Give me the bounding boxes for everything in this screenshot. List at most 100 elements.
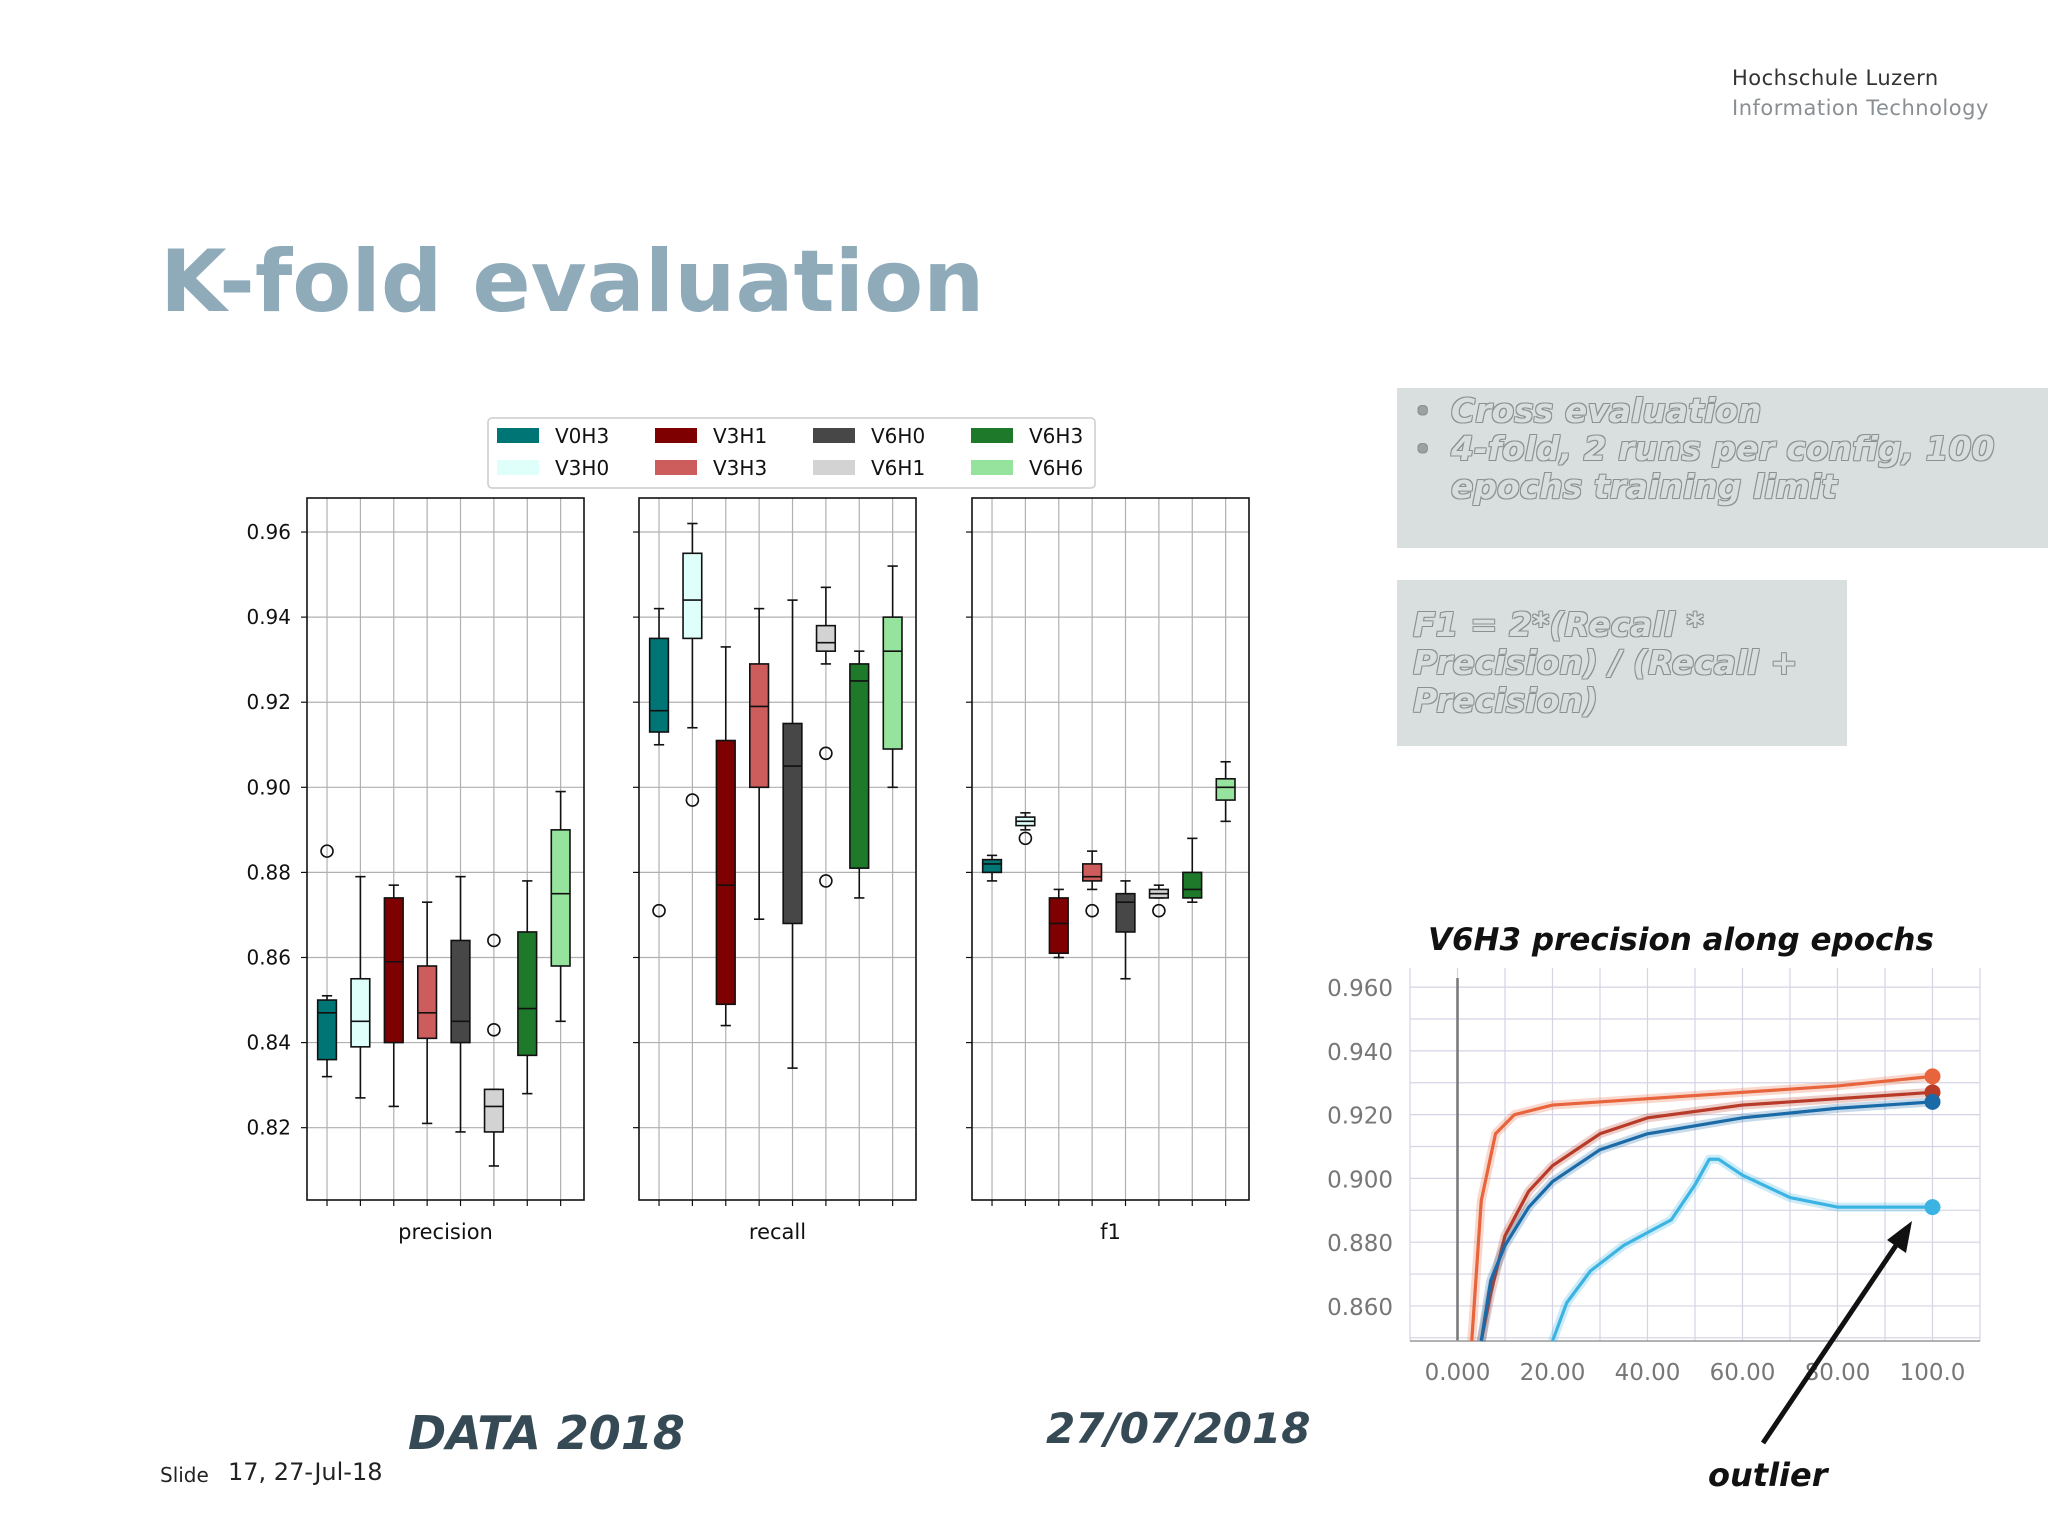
box-v6h6 xyxy=(882,565,903,789)
panel-background xyxy=(307,498,584,1200)
box-iqr xyxy=(316,999,338,1061)
curve-orange xyxy=(1470,1074,1933,1342)
boxplot-panel-f1: f1 xyxy=(966,497,1250,1244)
legend-frame xyxy=(487,417,1096,489)
epoch-line-chart: 0.960 0.940 0.920 0.900 0.880 0.860 0.000 20.00… xyxy=(1327,968,1981,1386)
flier-point xyxy=(1085,903,1099,918)
f1-formula: F1 = 2*(Recall * Precision) / (Recall + … xyxy=(1413,605,1798,720)
legend-swatch-v6h6 xyxy=(971,460,1013,475)
box-iqr xyxy=(517,931,538,1057)
bullet-cross-evaluation: Cross evaluation xyxy=(1411,392,2048,431)
inset-xtick-label: 60.00 xyxy=(1710,1360,1776,1386)
chart-legend: V0H3 V3H0 V3H1 V3H3 V6H0 V6H1 V6H3 V6H6 xyxy=(487,417,1096,489)
notes-box: Cross evaluation 4-fold, 2 runs per conf… xyxy=(1397,388,2048,548)
slide-title: K-fold evaluation xyxy=(160,232,985,332)
panel-background xyxy=(639,498,916,1200)
legend-swatch-v6h0 xyxy=(813,428,855,443)
box-v6h6 xyxy=(1215,760,1236,823)
box-v3h3 xyxy=(748,607,770,921)
box-iqr xyxy=(1182,871,1203,899)
box-v6h0 xyxy=(1115,880,1136,980)
legend-label-v0h3: V0H3 xyxy=(555,424,609,448)
boxplot-panel-recall: recall xyxy=(633,497,917,1244)
boxplot-ytick-label: 0.90 xyxy=(246,775,291,799)
inset-ytick-label: 0.940 xyxy=(1327,1040,1393,1066)
flier-point xyxy=(487,1023,501,1037)
panel-xlabel: recall xyxy=(749,1220,806,1244)
box-v6h1 xyxy=(1148,884,1170,918)
panel-xlabel: precision xyxy=(398,1220,493,1244)
inset-xtick-label: 40.00 xyxy=(1615,1360,1681,1386)
box-iqr xyxy=(849,663,870,869)
panel-frame xyxy=(306,497,585,1201)
inset-xtick-label: 100.0 xyxy=(1900,1360,1966,1386)
boxplot-panel-precision: precision xyxy=(301,497,585,1244)
legend-swatch-v0h3 xyxy=(497,428,539,443)
panel-xlabel: f1 xyxy=(1100,1220,1121,1244)
panel-frame xyxy=(638,497,917,1201)
box-iqr xyxy=(782,722,803,925)
legend-swatch-v3h1 xyxy=(655,428,697,443)
box-iqr xyxy=(715,739,736,1006)
panel-frame xyxy=(971,497,1250,1201)
box-iqr xyxy=(483,1088,505,1133)
box-iqr xyxy=(383,897,404,1044)
box-v0h3 xyxy=(981,854,1003,882)
box-v6h1 xyxy=(815,586,837,888)
inset-xtick-label: 0.000 xyxy=(1425,1360,1491,1386)
box-v6h3 xyxy=(849,650,870,899)
legend-label-v3h1: V3H1 xyxy=(713,424,767,448)
legend-label-v6h0: V6H0 xyxy=(871,424,925,448)
slide-label: Slide xyxy=(160,1463,209,1487)
panel-background xyxy=(972,498,1249,1200)
flier-point xyxy=(320,844,334,858)
legend-label-v3h0: V3H0 xyxy=(555,456,609,480)
box-v6h6 xyxy=(550,790,571,1023)
box-v3h0 xyxy=(1015,812,1036,846)
box-v3h3 xyxy=(1082,850,1103,918)
boxplot-ytick-label: 0.88 xyxy=(246,860,291,884)
box-v3h1 xyxy=(715,646,736,1027)
boxplot-ytick-label: 0.96 xyxy=(246,520,291,544)
flier-point xyxy=(1018,831,1033,846)
box-v3h1 xyxy=(383,884,404,1108)
inset-ytick-label: 0.920 xyxy=(1327,1104,1393,1130)
legend-swatch-v6h3 xyxy=(971,428,1013,443)
box-iqr xyxy=(1115,892,1136,933)
box-v3h0 xyxy=(350,875,371,1099)
legend-label-v6h6: V6H6 xyxy=(1029,456,1083,480)
legend-label-v3h3: V3H3 xyxy=(713,456,767,480)
curve-endpoint-orange xyxy=(1924,1068,1941,1085)
event-name: DATA 2018 xyxy=(408,1406,685,1460)
box-v3h1 xyxy=(1048,888,1069,959)
box-iqr xyxy=(416,965,438,1040)
box-v6h0 xyxy=(450,875,471,1133)
bullet-kfold-details: 4-fold, 2 runs per config, 100 epochs tr… xyxy=(1411,430,2048,506)
curve-lightblue xyxy=(1551,1157,1933,1342)
box-iqr xyxy=(450,939,471,1044)
slide-number: 17, 27-Jul-18 xyxy=(228,1458,383,1486)
box-iqr xyxy=(350,977,371,1048)
inset-ytick-label: 0.860 xyxy=(1327,1295,1393,1321)
box-iqr xyxy=(748,663,770,789)
box-v0h3 xyxy=(316,844,338,1078)
box-v3h3 xyxy=(416,901,438,1125)
boxplot-ytick-label: 0.92 xyxy=(246,690,291,714)
box-iqr xyxy=(550,829,571,967)
box-iqr xyxy=(1215,777,1236,801)
box-iqr xyxy=(682,552,703,640)
institution-name: Hochschule Luzern xyxy=(1732,66,1939,90)
box-iqr xyxy=(1048,897,1069,955)
box-v0h3 xyxy=(648,607,670,918)
legend-swatch-v6h1 xyxy=(813,460,855,475)
inset-xtick-label: 20.00 xyxy=(1520,1360,1586,1386)
flier-point xyxy=(819,746,833,761)
boxplot-ytick-label: 0.84 xyxy=(246,1031,291,1055)
legend-label-v6h1: V6H1 xyxy=(871,456,925,480)
inset-ytick-label: 0.900 xyxy=(1327,1167,1393,1193)
flier-point xyxy=(487,933,501,948)
box-iqr xyxy=(648,637,670,733)
box-v6h1 xyxy=(483,933,505,1167)
outlier-arrow xyxy=(1760,1221,1912,1445)
